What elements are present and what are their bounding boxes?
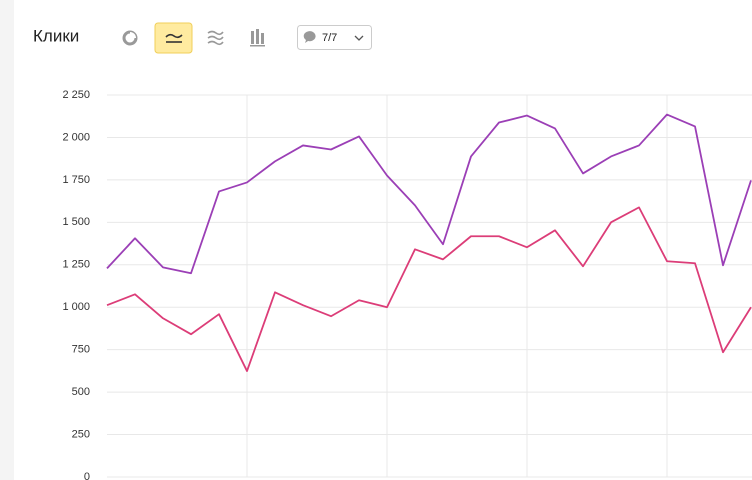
line-icon[interactable] xyxy=(154,22,193,54)
series-line xyxy=(106,206,752,372)
grid xyxy=(107,94,752,478)
series-toggle[interactable]: 7/7 xyxy=(297,25,372,50)
y-tick-label: 1 250 xyxy=(62,259,90,271)
y-tick-label: 0 xyxy=(84,471,90,480)
series-line xyxy=(106,113,752,275)
chart-title: Клики xyxy=(33,26,79,45)
series-toggle-label: 7/7 xyxy=(322,32,337,44)
y-tick-label: 750 xyxy=(72,344,90,356)
y-tick-label: 1 750 xyxy=(62,174,90,186)
y-tick-label: 2 000 xyxy=(62,131,90,143)
y-tick-label: 1 000 xyxy=(62,301,90,313)
area-icon[interactable] xyxy=(207,30,224,46)
y-tick-label: 500 xyxy=(72,386,90,398)
y-tick-label: 1 500 xyxy=(62,216,90,228)
y-tick-label: 250 xyxy=(72,428,90,440)
y-tick-label: 2 250 xyxy=(62,89,90,101)
bar-icon[interactable] xyxy=(250,29,265,47)
pie-icon[interactable] xyxy=(122,30,138,46)
card xyxy=(14,0,752,480)
